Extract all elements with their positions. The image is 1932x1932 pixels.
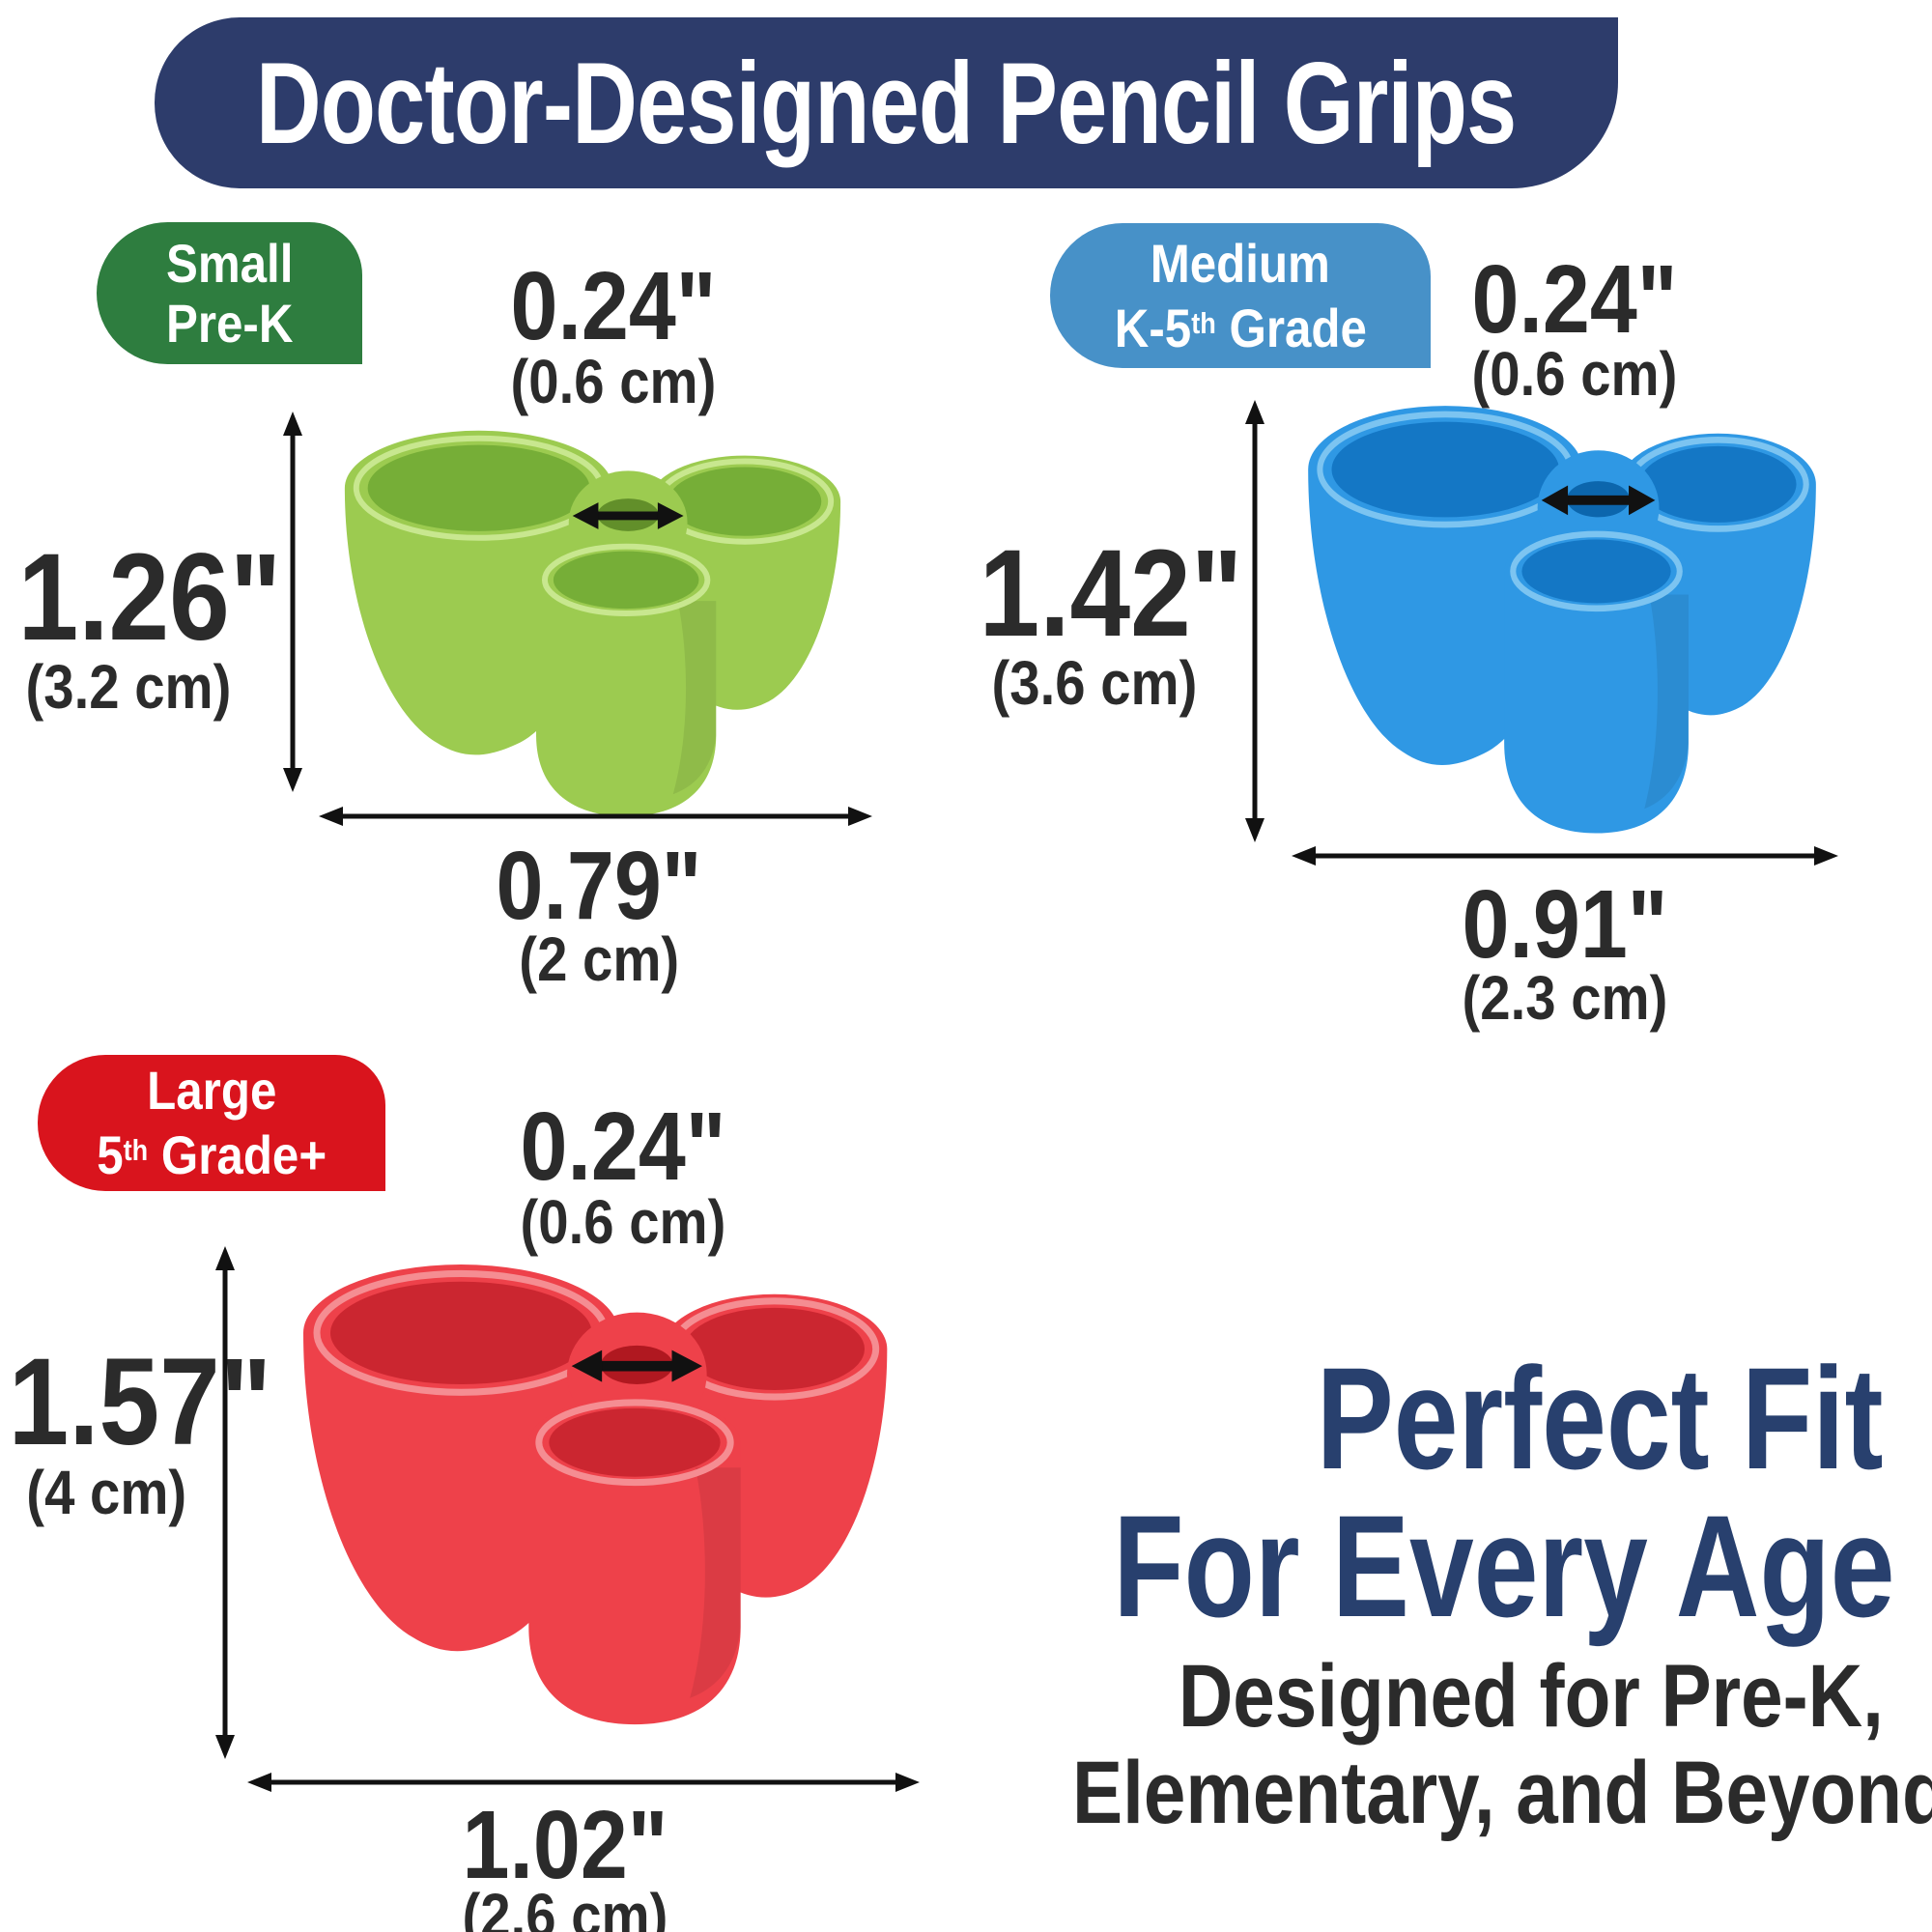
badge-small-line2-text: Pre-K — [165, 292, 294, 354]
medium-width-cm-text: (2.3 cm) — [1462, 963, 1668, 1033]
medium-width-arrow-icon — [1292, 846, 1838, 866]
large-width-cm-text: (2.6 cm) — [462, 1881, 668, 1932]
large-width-arrow-icon — [247, 1773, 920, 1792]
large-pencil-grip-image — [303, 1264, 888, 1725]
small-width-cm-text: (2 cm) — [519, 924, 679, 994]
small-height-inches: 1.26" — [0, 533, 282, 662]
small-hole-inches-text: 0.24" — [510, 252, 717, 360]
medium-width-inches-text: 0.91" — [1462, 870, 1668, 979]
badge-large-line2-sup: th — [123, 1133, 149, 1168]
badge-large-line2: 5th Grade+ — [81, 1121, 342, 1185]
badge-large-line2-text: 5th Grade+ — [97, 1121, 327, 1185]
title-banner: Doctor-Designed Pencil Grips — [155, 17, 1618, 188]
tagline-line2: For Every Age — [918, 1492, 1894, 1640]
large-width-cm: (2.6 cm) — [406, 1884, 724, 1932]
small-height-cm: (3.2 cm) — [0, 655, 256, 720]
medium-hole-cm-text: (0.6 cm) — [1471, 339, 1678, 409]
large-height-arrow-icon — [215, 1246, 235, 1759]
small-height-arrow-icon — [283, 412, 302, 792]
badge-large-line2-pre: 5 — [97, 1123, 124, 1185]
badge-medium-line2-post: Grade — [1215, 297, 1367, 358]
medium-hole-diameter-arrow-icon — [1541, 485, 1656, 516]
tagline-line1: Perfect Fit — [918, 1345, 1884, 1492]
tagline-sub-line2: Elementary, and Beyond — [918, 1745, 1932, 1841]
badge-medium-line2: K-5th Grade — [1097, 294, 1384, 358]
badge-large-5th-grade-plus: Large 5th Grade+ — [38, 1055, 385, 1191]
large-hole-inches-text: 0.24" — [520, 1093, 726, 1201]
large-hole-diameter-inches: 0.24" — [464, 1096, 782, 1197]
badge-large-line2-post: Grade+ — [148, 1123, 327, 1185]
large-hole-cm-text: (0.6 cm) — [520, 1187, 726, 1257]
badge-medium-k-5th-grade: Medium K-5th Grade — [1050, 223, 1431, 368]
medium-height-cm: (3.6 cm) — [961, 651, 1227, 716]
large-height-inches: 1.57" — [0, 1338, 272, 1466]
medium-height-inches-text: 1.42" — [979, 525, 1243, 663]
badge-large-line1-text: Large — [146, 1060, 277, 1122]
small-hole-diameter-inches: 0.24" — [454, 256, 773, 356]
medium-hole-inches-text: 0.24" — [1471, 245, 1678, 354]
badge-large-line1: Large — [138, 1061, 286, 1121]
tagline-line1-text: Perfect Fit — [1317, 1337, 1884, 1499]
small-hole-cm-text: (0.6 cm) — [510, 347, 717, 416]
tagline-sub-line2-text: Elementary, and Beyond — [1072, 1744, 1932, 1842]
page-title: Doctor-Designed Pencil Grips — [256, 38, 1517, 168]
medium-hole-diameter-cm: (0.6 cm) — [1415, 342, 1734, 407]
tagline-sub-line1: Designed for Pre-K, — [918, 1648, 1884, 1745]
large-width-inches: 1.02" — [406, 1795, 724, 1895]
badge-medium-line2-text: K-5th Grade — [1114, 294, 1366, 358]
large-hole-diameter-cm: (0.6 cm) — [464, 1190, 782, 1255]
badge-medium-line2-pre: K-5 — [1114, 297, 1191, 358]
large-width-inches-text: 1.02" — [462, 1791, 668, 1899]
small-width-cm: (2 cm) — [440, 927, 758, 992]
medium-height-cm-text: (3.6 cm) — [991, 648, 1197, 718]
badge-medium-line2-sup: th — [1190, 305, 1216, 340]
badge-small-line1-text: Small — [165, 232, 294, 294]
small-pencil-grip-image — [344, 430, 841, 817]
medium-pencil-grip-image — [1308, 406, 1816, 834]
badge-small-pre-k: Small Pre-K — [97, 222, 362, 364]
small-height-cm-text: (3.2 cm) — [25, 652, 231, 722]
medium-hole-diameter-inches: 0.24" — [1415, 249, 1734, 350]
badge-medium-line1: Medium — [1138, 232, 1343, 294]
small-hole-diameter-arrow-icon — [572, 502, 684, 529]
small-hole-diameter-cm: (0.6 cm) — [454, 350, 773, 414]
badge-medium-line1-text: Medium — [1150, 232, 1331, 294]
tagline-heading: Perfect Fit For Every Age — [918, 1345, 1894, 1640]
medium-height-inches: 1.42" — [961, 529, 1243, 658]
large-height-cm-text: (4 cm) — [26, 1458, 186, 1527]
large-height-cm: (4 cm) — [0, 1461, 222, 1525]
large-hole-diameter-arrow-icon — [571, 1350, 702, 1382]
badge-small-line2: Pre-K — [157, 292, 301, 354]
tagline-sub-line1-text: Designed for Pre-K, — [1178, 1647, 1884, 1746]
medium-width-cm: (2.3 cm) — [1406, 966, 1724, 1031]
medium-width-inches: 0.91" — [1406, 874, 1724, 975]
tagline-subheading: Designed for Pre-K, Elementary, and Beyo… — [918, 1648, 1932, 1841]
small-width-arrow-icon — [319, 807, 872, 826]
medium-height-arrow-icon — [1245, 400, 1264, 842]
small-width-inches-text: 0.79" — [496, 832, 702, 940]
small-width-inches: 0.79" — [440, 836, 758, 936]
large-height-inches-text: 1.57" — [8, 1333, 272, 1471]
badge-small-line1: Small — [157, 232, 301, 294]
tagline-line2-text: For Every Age — [1113, 1485, 1895, 1647]
small-height-inches-text: 1.26" — [17, 528, 282, 667]
